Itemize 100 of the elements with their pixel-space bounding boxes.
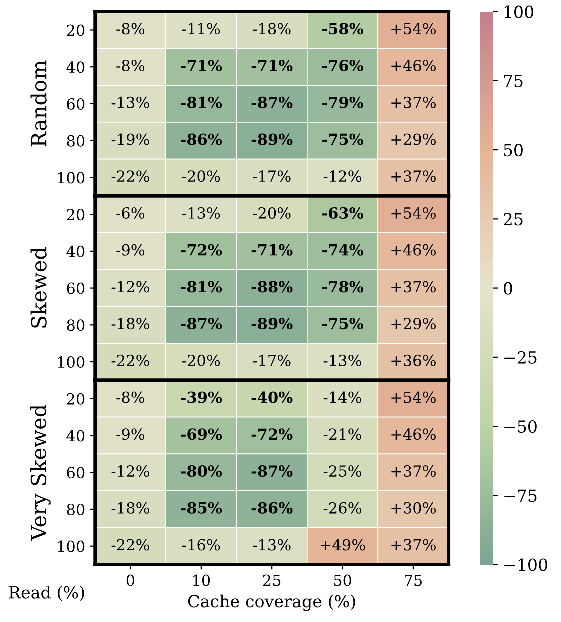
data-label: -12%	[324, 170, 362, 182]
color-bar-label: −75	[504, 490, 537, 502]
data-label: -22%	[112, 354, 150, 366]
data-label: +54%	[392, 392, 436, 404]
data-label: -87%	[252, 465, 293, 478]
y-tick-label: 20	[67, 24, 85, 36]
color-bar-label: 25	[504, 213, 523, 226]
y-axis-title: Skewed	[30, 248, 47, 328]
data-label: +30%	[392, 502, 436, 514]
color-bar-label: −100	[504, 558, 548, 572]
y-axis-title: Very Skewed	[30, 404, 51, 542]
data-label: +54%	[392, 23, 436, 35]
data-label: -71%	[181, 60, 222, 72]
data-label: -14%	[324, 392, 362, 404]
data-label: -8%	[116, 392, 145, 404]
data-label: -6%	[116, 207, 145, 219]
data-label: +37%	[392, 96, 436, 108]
y-tick-label: 100	[58, 172, 85, 184]
text: Read (%)	[9, 586, 84, 602]
data-label: -86%	[181, 134, 222, 146]
color-bar-label: 100	[504, 6, 534, 18]
data-label: -20%	[182, 170, 220, 182]
data-label: -12%	[112, 281, 150, 293]
data-label: -18%	[112, 502, 150, 514]
data-label: +46%	[392, 244, 436, 256]
data-label: -76%	[322, 60, 364, 72]
x-axis-title: Cache coverage (%)	[188, 594, 356, 612]
data-label: +36%	[392, 354, 436, 366]
data-label: -72%	[181, 244, 222, 256]
data-label: -71%	[252, 60, 293, 72]
data-label: -88%	[252, 281, 293, 293]
data-label: -87%	[252, 96, 293, 108]
data-label: -74%	[322, 244, 364, 256]
data-label: -69%	[181, 428, 222, 440]
y-tick-label: 60	[67, 282, 85, 294]
data-label: -25%	[324, 465, 362, 478]
y-tick-label: 80	[67, 320, 85, 332]
data-label: -80%	[181, 465, 222, 478]
data-label: -8%	[116, 23, 145, 35]
data-label: -13%	[253, 539, 291, 551]
data-label: -22%	[112, 539, 150, 551]
data-label: -63%	[322, 207, 364, 219]
data-label: -81%	[181, 96, 222, 108]
data-label: -18%	[253, 23, 291, 35]
color-bar-label: −25	[504, 351, 537, 364]
x-tick-label: 0	[126, 574, 135, 586]
data-label: -9%	[116, 244, 145, 256]
color-bar-label: 0	[504, 282, 512, 295]
data-label: -11%	[182, 23, 220, 35]
data-label: -18%	[112, 318, 150, 330]
data-label: +37%	[392, 539, 436, 551]
data-label: -20%	[182, 354, 220, 366]
data-label: +49%	[321, 539, 366, 551]
data-label: -72%	[252, 428, 293, 440]
y-tick-label: 20	[67, 393, 85, 405]
color-bar-label: 50	[504, 144, 523, 157]
data-label: -26%	[324, 502, 362, 514]
data-label: -13%	[112, 96, 150, 108]
data-label: -89%	[252, 134, 293, 146]
x-tick-label: 75	[405, 574, 422, 586]
y-tick-label: 80	[67, 135, 85, 147]
data-label: -87%	[181, 318, 222, 330]
data-label: -89%	[252, 318, 293, 330]
y-tick-label: 100	[58, 540, 85, 552]
data-label: -20%	[253, 207, 291, 219]
data-label: -75%	[322, 318, 364, 330]
data-label: -21%	[324, 428, 362, 440]
data-label: -40%	[252, 392, 293, 404]
y-tick-label: 100	[58, 356, 85, 368]
y-tick-label: 40	[66, 430, 85, 442]
color-bar-label: 75	[504, 75, 523, 88]
data-label: -39%	[181, 392, 222, 404]
data-label: -17%	[253, 354, 291, 366]
data-label: -8%	[116, 60, 145, 72]
y-tick-label: 20	[67, 209, 85, 221]
data-label: -71%	[252, 244, 293, 256]
data-label: -22%	[112, 170, 150, 182]
x-tick-label: 25	[263, 574, 281, 586]
data-label: +46%	[392, 428, 436, 440]
data-label: -13%	[324, 354, 362, 366]
y-tick-label: 40	[66, 246, 85, 258]
data-label: -58%	[322, 23, 364, 35]
data-label: +46%	[392, 60, 436, 72]
data-label: -16%	[182, 539, 220, 551]
data-label: -75%	[322, 134, 364, 146]
x-tick-label: 50	[334, 574, 352, 586]
y-tick-label: 60	[67, 98, 85, 110]
data-label: -86%	[252, 502, 293, 514]
x-tick-label: 10	[194, 574, 210, 586]
data-label: -17%	[253, 170, 291, 182]
data-label: +29%	[392, 318, 436, 330]
data-label: +37%	[392, 170, 436, 182]
y-tick-label: 40	[66, 62, 85, 74]
data-label: +29%	[392, 134, 436, 146]
data-label: +37%	[392, 465, 436, 478]
data-label: -12%	[112, 465, 150, 478]
data-label: -13%	[182, 207, 220, 219]
y-axis-title: Random	[30, 60, 47, 147]
data-label: +54%	[392, 207, 436, 219]
data-label: -19%	[112, 134, 150, 146]
